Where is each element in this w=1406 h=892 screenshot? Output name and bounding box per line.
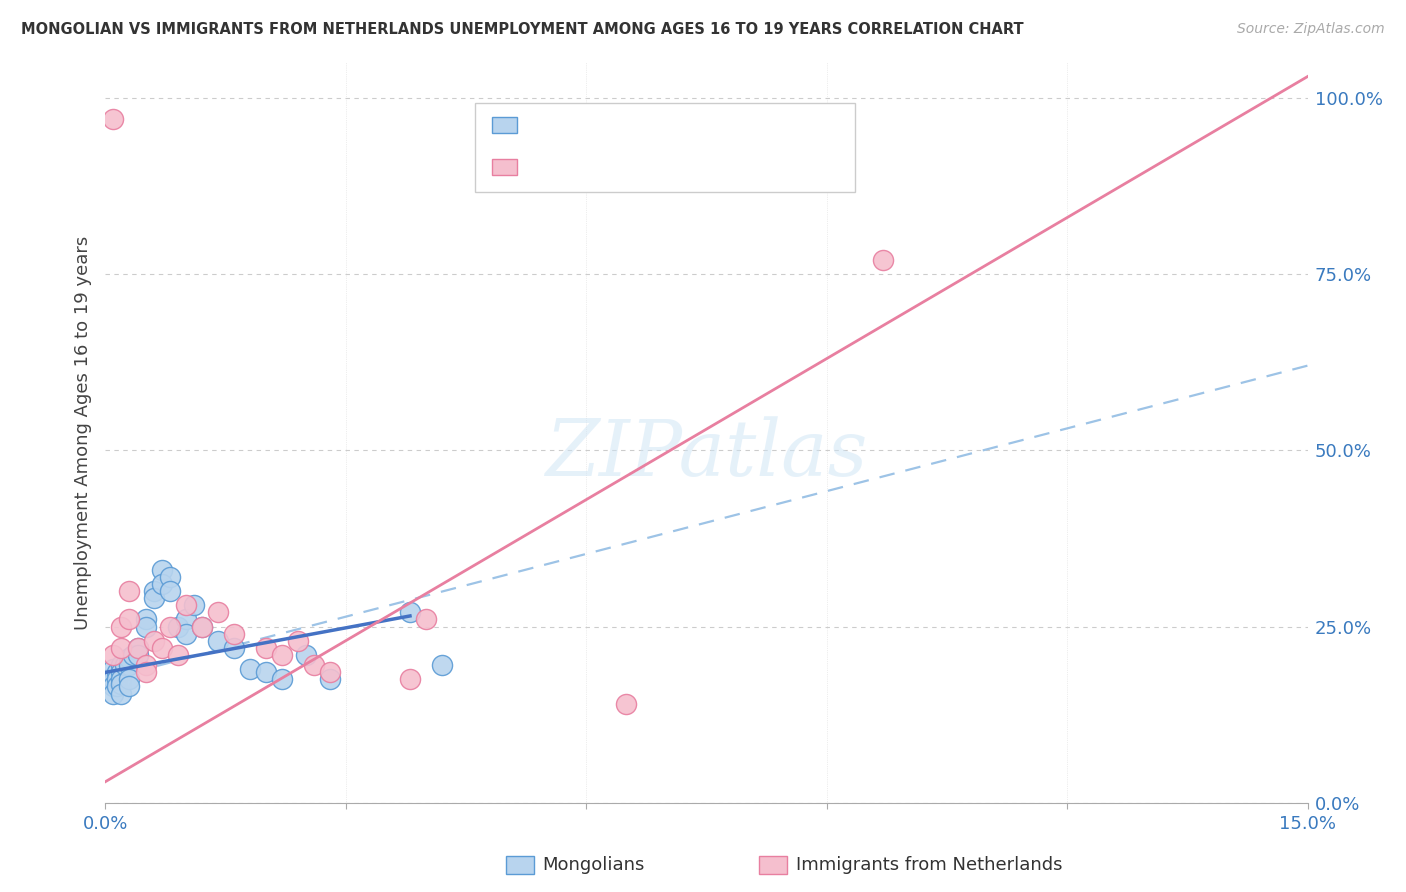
Point	[135, 619, 157, 633]
Point	[103, 680, 125, 694]
Point	[616, 697, 638, 711]
Point	[399, 606, 422, 620]
Point	[166, 648, 188, 662]
Text: Mongolians: Mongolians	[543, 856, 645, 874]
Point	[150, 640, 173, 655]
Point	[103, 673, 125, 687]
Point	[254, 665, 277, 680]
Point	[122, 648, 145, 662]
Point	[295, 648, 318, 662]
Point	[114, 658, 136, 673]
Point	[142, 633, 165, 648]
Point	[222, 626, 245, 640]
Point	[159, 570, 181, 584]
Point	[127, 640, 149, 655]
Point	[270, 673, 292, 687]
Point	[142, 584, 165, 599]
Point	[110, 640, 132, 655]
Point	[174, 599, 197, 613]
Text: 0.259: 0.259	[564, 115, 620, 135]
Point	[110, 665, 132, 680]
Text: R =: R =	[531, 115, 574, 135]
Text: N =: N =	[633, 115, 676, 135]
Point	[159, 584, 181, 599]
Point	[190, 619, 212, 633]
Point	[270, 648, 292, 662]
Text: 43: 43	[666, 115, 692, 135]
Text: 26: 26	[666, 157, 692, 177]
Point	[222, 640, 245, 655]
Point	[872, 252, 894, 267]
Point	[207, 633, 229, 648]
Point	[302, 658, 325, 673]
Y-axis label: Unemployment Among Ages 16 to 19 years: Unemployment Among Ages 16 to 19 years	[73, 235, 91, 630]
Point	[150, 577, 173, 591]
Point	[166, 619, 188, 633]
Text: N =: N =	[633, 157, 676, 177]
Point	[107, 680, 129, 694]
Point	[110, 619, 132, 633]
Point	[135, 658, 157, 673]
Point	[319, 673, 342, 687]
Point	[103, 662, 125, 676]
Point	[190, 619, 212, 633]
Point	[107, 673, 129, 687]
Point	[239, 662, 262, 676]
Point	[103, 648, 125, 662]
Point	[103, 112, 125, 126]
Point	[174, 626, 197, 640]
Point	[127, 640, 149, 655]
Point	[110, 677, 132, 691]
Point	[430, 658, 453, 673]
Point	[98, 673, 121, 687]
Text: ZIPatlas: ZIPatlas	[546, 417, 868, 493]
Text: 0.554: 0.554	[564, 157, 620, 177]
Text: Immigrants from Netherlands: Immigrants from Netherlands	[796, 856, 1063, 874]
Text: Source: ZipAtlas.com: Source: ZipAtlas.com	[1237, 22, 1385, 37]
Point	[399, 673, 422, 687]
Point	[159, 619, 181, 633]
Point	[287, 633, 309, 648]
Point	[103, 686, 125, 700]
Text: R =: R =	[531, 157, 574, 177]
Point	[207, 606, 229, 620]
Point	[415, 612, 437, 626]
Point	[150, 563, 173, 577]
Point	[319, 665, 342, 680]
Point	[118, 584, 141, 599]
Point	[118, 658, 141, 673]
Point	[135, 665, 157, 680]
Point	[127, 648, 149, 662]
Point	[183, 599, 205, 613]
Point	[110, 686, 132, 700]
Point	[174, 612, 197, 626]
Point	[110, 673, 132, 687]
Point	[110, 658, 132, 673]
Point	[254, 640, 277, 655]
Point	[118, 651, 141, 665]
Point	[142, 591, 165, 606]
Point	[135, 612, 157, 626]
Text: MONGOLIAN VS IMMIGRANTS FROM NETHERLANDS UNEMPLOYMENT AMONG AGES 16 TO 19 YEARS : MONGOLIAN VS IMMIGRANTS FROM NETHERLANDS…	[21, 22, 1024, 37]
Point	[107, 665, 129, 680]
Point	[118, 612, 141, 626]
Point	[118, 673, 141, 687]
Point	[118, 680, 141, 694]
